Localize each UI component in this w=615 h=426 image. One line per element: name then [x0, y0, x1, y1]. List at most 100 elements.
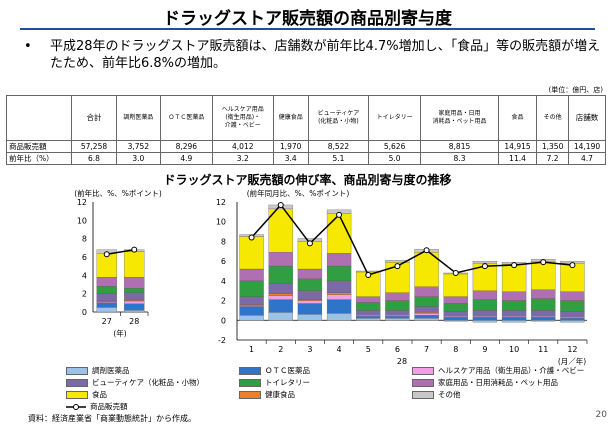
- bar-segment: [560, 320, 585, 323]
- x-axis-unit: (月／年): [558, 356, 586, 366]
- bar-segment: [414, 313, 439, 316]
- bar-segment: [96, 277, 117, 287]
- bar-segment: [414, 306, 439, 313]
- bar-segment: [239, 306, 264, 316]
- y-tick-label: -2: [218, 336, 226, 345]
- table-cell: 3.2: [211, 152, 274, 165]
- table-cell: 6.8: [71, 152, 117, 165]
- bar-segment: [560, 300, 585, 312]
- bar-segment: [531, 260, 556, 290]
- legend-swatch: [412, 379, 434, 387]
- bar-segment: [297, 300, 323, 304]
- sales-point: [540, 259, 547, 266]
- bar-segment: [268, 312, 293, 321]
- x-axis-unit: (年): [113, 328, 126, 338]
- bar-segment: [124, 288, 145, 293]
- legend-item: ビューティケア（化粧品・小物）: [66, 377, 204, 388]
- legend-label: その他: [438, 390, 461, 399]
- sales-line: [106, 248, 135, 255]
- bar-segment: [124, 292, 145, 301]
- legend-label: 食品: [92, 390, 107, 399]
- bar-segment: [414, 318, 439, 321]
- y-axis-label: (前年同月比、%、%ポイント): [247, 188, 350, 198]
- table-cell: 5.0: [368, 152, 422, 165]
- bar-segment: [356, 296, 381, 303]
- bar-segment: [124, 277, 145, 289]
- sales-point: [131, 246, 138, 253]
- bar-segment: [124, 303, 145, 311]
- bar-segment: [326, 280, 352, 293]
- table-cell: 4.7: [568, 152, 606, 165]
- bar-segment: [268, 252, 293, 267]
- table-header: 食品: [497, 95, 538, 141]
- table-row: 前年比（%） 6.8 3.0 4.9 3.2 3.4 5.1 5.0 8.3 1…: [6, 152, 606, 165]
- sales-point: [248, 234, 255, 241]
- bar-segment: [96, 293, 117, 302]
- y-tick-label: 12: [77, 198, 87, 207]
- legend-item: 健康食品: [239, 389, 295, 400]
- legend-swatch: [239, 391, 261, 399]
- bar-segment: [472, 299, 498, 311]
- bar-segment: [239, 236, 264, 270]
- y-tick-label: 0: [82, 308, 87, 317]
- y-tick-label: 6: [82, 253, 87, 262]
- legend-item: トイレタリー: [239, 377, 310, 388]
- table-cell: 8.3: [420, 152, 499, 165]
- bar-segment: [472, 310, 498, 317]
- bar-segment: [414, 252, 439, 287]
- table-cell: 3.4: [272, 152, 309, 165]
- x-tick-label: 11: [538, 345, 548, 354]
- sales-point: [306, 240, 313, 247]
- summary-bullet: • 平成28年のドラッグストア販売額は、店舗数が前年比4.7%増加し、「食品」等…: [24, 38, 609, 72]
- row-label: 前年比（%）: [6, 152, 72, 165]
- title-underline: [20, 28, 595, 30]
- legend-label: ヘルスケア用品（衛生用品）・介護・ベビー: [438, 366, 585, 375]
- bar-segment: [443, 273, 468, 297]
- bar-segment: [385, 300, 410, 311]
- table-cell: 7.2: [536, 152, 569, 165]
- bar-segment: [385, 292, 410, 301]
- x-tick-label: 3: [307, 345, 312, 354]
- bar-segment: [268, 299, 293, 313]
- bar-segment: [297, 268, 323, 280]
- x-tick-label: 10: [509, 345, 519, 354]
- bar-segment: [414, 296, 439, 307]
- x-tick-label: 1: [249, 345, 254, 354]
- sales-point: [336, 211, 343, 218]
- sales-point: [511, 262, 518, 269]
- bar-segment: [268, 265, 293, 284]
- y-tick-label: 12: [216, 198, 226, 207]
- bar-segment: [472, 290, 498, 300]
- table-row: 商品販売額 57,258 3,752 8,296 4,012 1,970 8,5…: [6, 140, 606, 153]
- sales-point: [452, 269, 459, 276]
- bar-segment: [268, 293, 293, 296]
- bar-segment: [472, 320, 498, 323]
- bar-segment: [297, 290, 323, 300]
- bar-segment: [326, 294, 352, 300]
- page-title: ドラッグストア販売額の商品別寄与度: [163, 9, 452, 29]
- legend-item: その他: [412, 389, 461, 400]
- x-tick-label: 6: [395, 345, 400, 354]
- legend-swatch: [412, 391, 434, 399]
- x-tick-label: 27: [102, 317, 112, 326]
- y-tick-label: 6: [221, 257, 226, 266]
- chart-title: ドラッグストア販売額の伸び率、商品別寄与度の推移: [163, 173, 452, 187]
- x-tick-label: 5: [366, 345, 371, 354]
- bar-segment: [531, 289, 556, 299]
- y-tick-label: 8: [82, 235, 87, 244]
- bar-segment: [560, 318, 585, 321]
- bar-segment: [356, 302, 381, 311]
- legend-label: ビューティケア（化粧品・小物）: [92, 378, 205, 387]
- legend-swatch: [66, 367, 88, 375]
- bar-segment: [239, 280, 264, 297]
- page-number: 20: [595, 410, 607, 420]
- y-tick-label: 4: [82, 271, 87, 280]
- bar-segment: [472, 317, 498, 321]
- bar-segment: [124, 251, 145, 278]
- y-tick-label: 0: [221, 316, 226, 325]
- legend-label: 商品販売額: [90, 402, 128, 411]
- bar-segment: [443, 317, 468, 321]
- bar-segment: [326, 292, 352, 295]
- y-tick-label: 2: [82, 290, 87, 299]
- bar-segment: [326, 213, 352, 254]
